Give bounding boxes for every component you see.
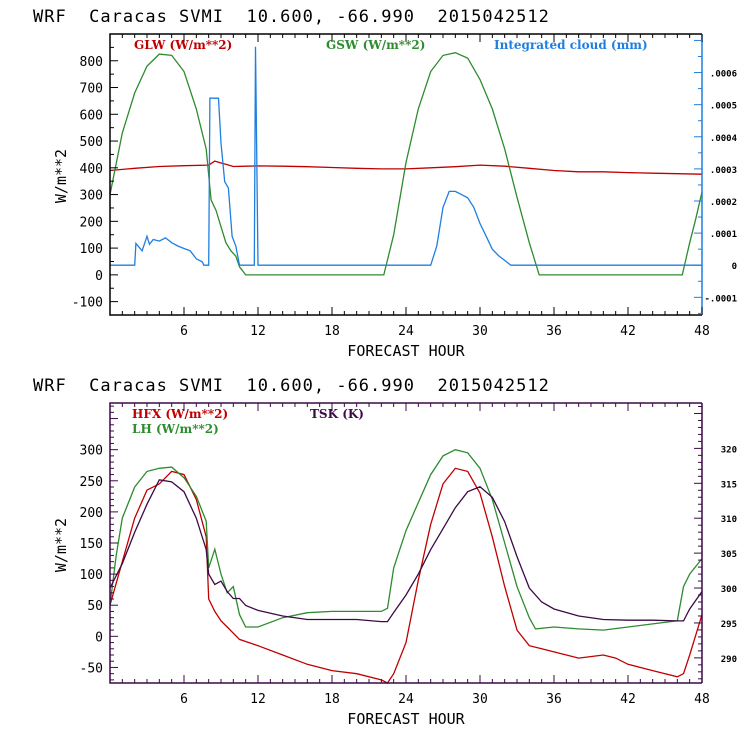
series-line-tsk xyxy=(109,479,703,623)
y2-tick-label: 295 xyxy=(721,620,737,630)
x-tick-label: 24 xyxy=(398,692,414,707)
y-axis-label: W/m**2 xyxy=(52,149,70,203)
y-axis-right: -.0001 0 .0001 .0002 .0003 .0004 .0005 .0006 xyxy=(694,39,738,314)
y-tick-label: 200 xyxy=(80,215,103,230)
legend-integrated-cloud: Integrated cloud (mm) xyxy=(494,38,648,52)
y-tick-label: 300 xyxy=(80,189,103,204)
y2-tick-label: .0004 xyxy=(710,134,738,144)
y-tick-label: 500 xyxy=(80,135,103,150)
y-tick-label: -50 xyxy=(80,661,103,676)
y2-tick-label: 0 xyxy=(732,262,737,272)
y-tick-label: 250 xyxy=(80,475,103,490)
legend-glw: GLW (W/m**2) xyxy=(134,38,232,52)
x-tick-label: 42 xyxy=(620,692,636,707)
y2-tick-label: 300 xyxy=(721,585,737,595)
y-tick-label: 100 xyxy=(80,568,103,583)
x-tick-label: 30 xyxy=(472,324,488,339)
y2-tick-label: -.0001 xyxy=(704,294,737,304)
y-tick-label: 700 xyxy=(80,82,103,97)
x-tick-label: 24 xyxy=(398,324,414,339)
heat-flux-chart: WRF Caracas SVMI 10.600, -66.990 2015042… xyxy=(33,376,737,728)
y-axis-label: W/m**2 xyxy=(52,518,70,572)
chart-title: WRF Caracas SVMI 10.600, -66.990 2015042… xyxy=(33,7,550,27)
y-axis-left: -50 0 50 100 150 200 250 300 xyxy=(80,405,118,681)
y2-tick-label: 315 xyxy=(721,480,737,490)
legend-tsk: TSK (K) xyxy=(310,407,364,421)
y-tick-label: 0 xyxy=(95,630,103,645)
y-axis-left: -100 0 100 200 300 400 500 600 700 800 xyxy=(72,33,118,316)
y-tick-label: 800 xyxy=(80,55,103,70)
x-tick-label: 36 xyxy=(546,324,562,339)
y2-tick-label: .0003 xyxy=(710,166,737,176)
legend-hfx: HFX (W/m**2) xyxy=(132,407,228,421)
x-tick-label: 48 xyxy=(694,692,710,707)
y2-tick-label: 305 xyxy=(721,550,737,560)
y2-tick-label: .0002 xyxy=(710,198,737,208)
x-tick-label: 18 xyxy=(324,692,340,707)
y2-tick-label: .0001 xyxy=(710,230,737,240)
legend-gsw: GSW (W/m**2) xyxy=(326,38,425,52)
x-axis-label: FORECAST HOUR xyxy=(347,342,465,360)
y-tick-label: 150 xyxy=(80,537,103,552)
plot-frame xyxy=(109,33,703,316)
y-tick-label: 300 xyxy=(80,444,103,459)
chart-title: WRF Caracas SVMI 10.600, -66.990 2015042… xyxy=(33,376,550,396)
x-tick-label: 12 xyxy=(250,324,266,339)
y2-tick-label: 310 xyxy=(721,515,737,525)
series-line-lh xyxy=(109,449,703,631)
y2-tick-label: .0005 xyxy=(710,102,737,112)
y-tick-label: -100 xyxy=(72,296,103,311)
x-axis-label: FORECAST HOUR xyxy=(347,710,465,728)
y-tick-label: 200 xyxy=(80,506,103,521)
x-tick-label: 42 xyxy=(620,324,636,339)
y-tick-label: 100 xyxy=(80,242,103,257)
x-axis: 6 12 18 24 30 36 42 48 xyxy=(109,403,710,707)
x-tick-label: 18 xyxy=(324,324,340,339)
y2-tick-label: 290 xyxy=(721,655,737,665)
legend-lh: LH (W/m**2) xyxy=(132,422,219,436)
x-tick-label: 30 xyxy=(472,692,488,707)
series-line-integrated xyxy=(110,46,702,266)
x-tick-label: 12 xyxy=(250,692,266,707)
y2-tick-label: 320 xyxy=(721,445,737,455)
series-line-glw xyxy=(109,160,703,175)
x-tick-label: 6 xyxy=(180,324,188,339)
series-group xyxy=(109,46,703,276)
y-tick-label: 50 xyxy=(87,599,103,614)
y2-tick-label: .0006 xyxy=(710,70,737,80)
series-group xyxy=(109,449,703,684)
y-tick-label: 600 xyxy=(80,108,103,123)
x-tick-label: 36 xyxy=(546,692,562,707)
radiation-cloud-chart: WRF Caracas SVMI 10.600, -66.990 2015042… xyxy=(33,7,738,360)
y-tick-label: 0 xyxy=(95,269,103,284)
series-line-hfx xyxy=(109,467,703,684)
x-tick-label: 48 xyxy=(694,324,710,339)
y-tick-label: 400 xyxy=(80,162,103,177)
x-tick-label: 6 xyxy=(180,692,188,707)
series-line-gsw xyxy=(109,52,703,276)
y-axis-right: 290 295 300 305 310 315 320 xyxy=(694,405,737,680)
frame-border xyxy=(109,33,702,316)
x-axis: 6 12 18 24 30 36 42 48 xyxy=(109,34,710,339)
